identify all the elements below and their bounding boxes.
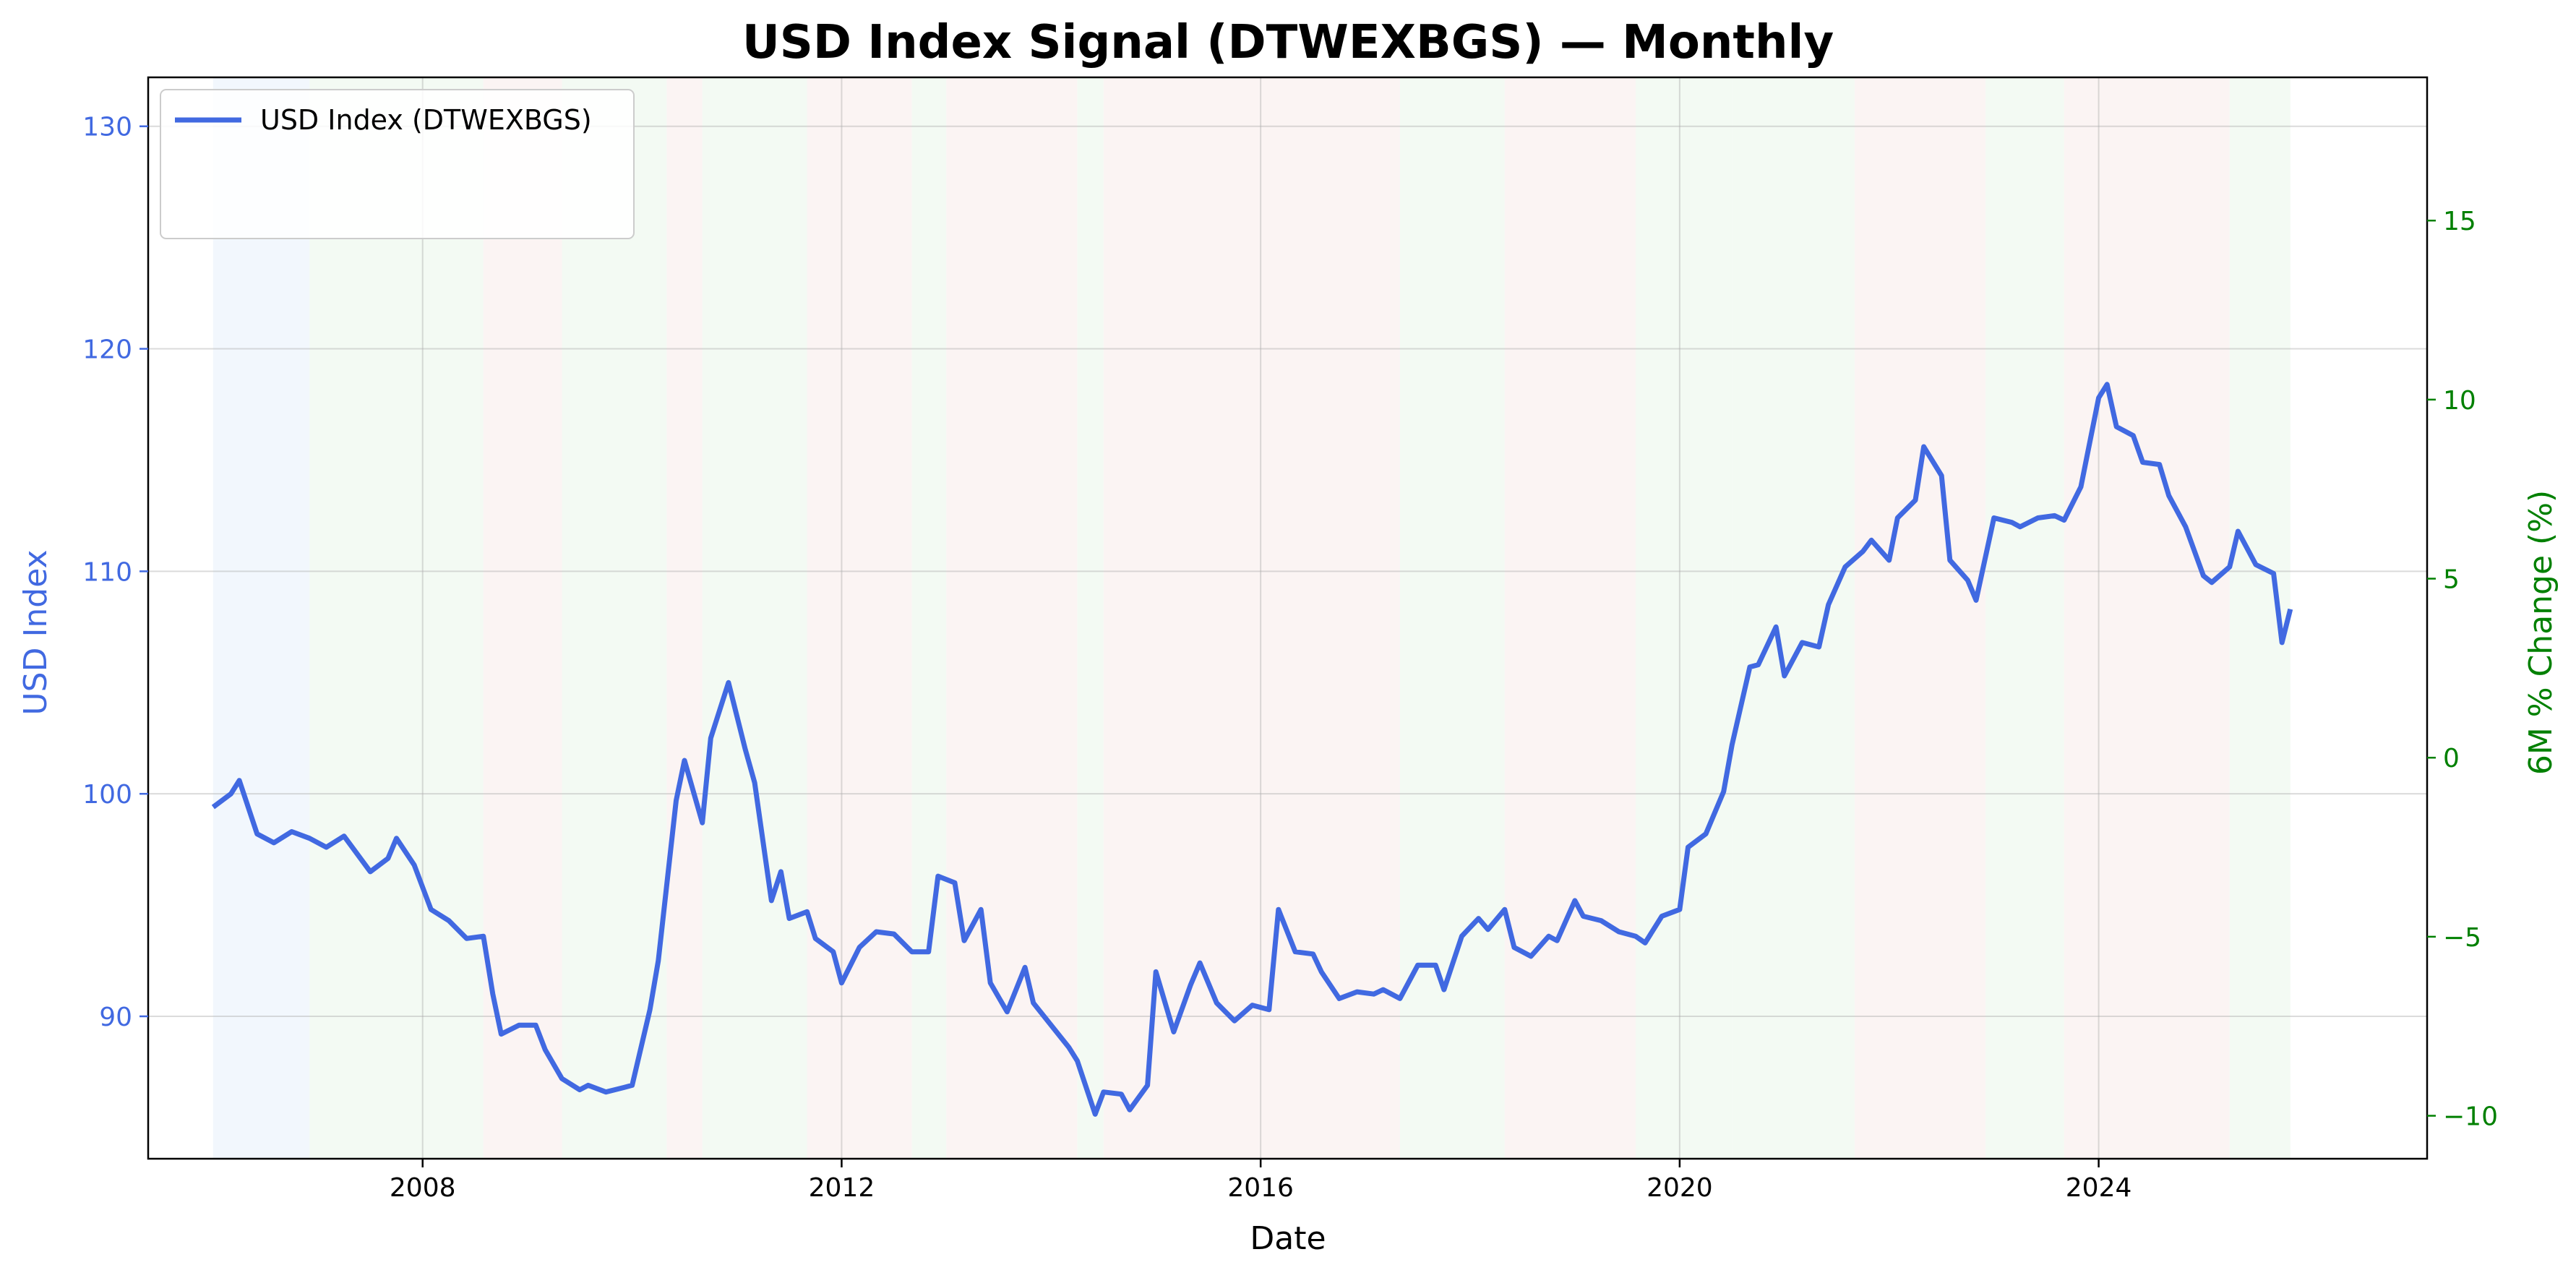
regime-band bbox=[483, 77, 562, 1159]
regime-band bbox=[309, 77, 484, 1159]
regime-band bbox=[666, 77, 703, 1159]
y-tick-label: 90 bbox=[99, 1003, 132, 1032]
regime-band bbox=[946, 77, 1078, 1159]
y-tick-label: 100 bbox=[82, 780, 132, 810]
x-tick-label: 2024 bbox=[2066, 1173, 2132, 1203]
y2-axis-label: 6M % Change (%) bbox=[2523, 490, 2559, 775]
regime-band bbox=[1077, 77, 1104, 1159]
legend-box bbox=[160, 89, 635, 239]
x-tick-label: 2012 bbox=[809, 1173, 875, 1203]
regime-band bbox=[1636, 77, 1733, 1159]
regime-band bbox=[1732, 77, 1855, 1159]
gridlines bbox=[148, 77, 2427, 1159]
regime-band bbox=[2064, 77, 2178, 1159]
legend: USD Index (DTWEXBGS) bbox=[160, 89, 635, 239]
y2-tick-label: 15 bbox=[2443, 207, 2476, 236]
y2-tick-label: −5 bbox=[2443, 923, 2481, 953]
y2-tick-label: 0 bbox=[2443, 744, 2460, 773]
regime-band bbox=[1103, 77, 1400, 1159]
y2-tick-label: −10 bbox=[2443, 1102, 2498, 1132]
y-tick-label: 110 bbox=[82, 557, 132, 587]
y2-tick-label: 5 bbox=[2443, 565, 2460, 595]
regime-shading bbox=[212, 77, 2291, 1159]
x-axis-label: Date bbox=[1250, 1220, 1326, 1257]
chart-title: USD Index Signal (DTWEXBGS) — Monthly bbox=[742, 16, 1834, 69]
x-tick-label: 2016 bbox=[1227, 1173, 1294, 1203]
plot-lines bbox=[211, 382, 2293, 1117]
x-tick-label: 2020 bbox=[1647, 1173, 1713, 1203]
regime-band bbox=[1399, 77, 1505, 1159]
y-axis-label: USD Index bbox=[17, 549, 54, 715]
regime-band bbox=[1854, 77, 1986, 1159]
regime-band bbox=[562, 77, 667, 1159]
y-tick-label: 130 bbox=[82, 113, 132, 142]
plot-frame bbox=[147, 76, 2429, 1160]
y2-tick-label: 10 bbox=[2443, 386, 2476, 416]
regime-band bbox=[212, 77, 310, 1159]
x-tick-label: 2008 bbox=[390, 1173, 456, 1203]
regime-band bbox=[911, 77, 947, 1159]
regime-band bbox=[1985, 77, 2064, 1159]
regime-band bbox=[702, 77, 807, 1159]
regime-band bbox=[2177, 77, 2230, 1159]
regime-band bbox=[807, 77, 912, 1159]
y-tick-label: 120 bbox=[82, 335, 132, 365]
series-line bbox=[211, 382, 2293, 1117]
legend-label: USD Index (DTWEXBGS) bbox=[260, 104, 592, 136]
regime-band bbox=[1504, 77, 1636, 1159]
axes: 2008 2012 2016 2020 2024 90 100 110 120 130 −10 −5 0… bbox=[82, 76, 2498, 1203]
